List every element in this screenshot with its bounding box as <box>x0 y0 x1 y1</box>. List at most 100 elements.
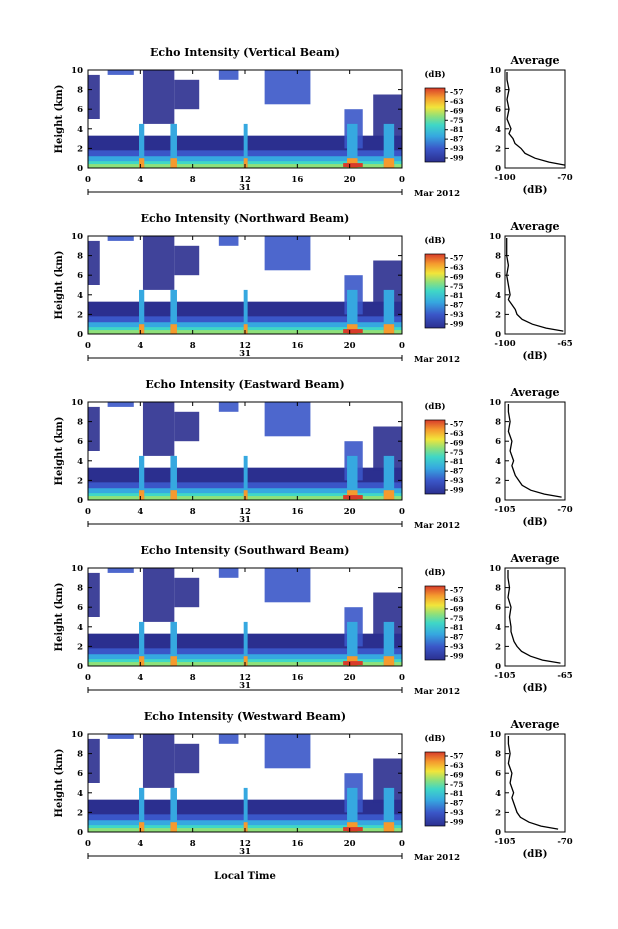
average-frame <box>504 401 566 501</box>
panel-title: Echo Intensity (Southward Beam) <box>141 544 350 557</box>
colorbar-tick-label: -75 <box>450 614 464 623</box>
echo-plume <box>139 787 145 832</box>
y-axis-label: Height (km) <box>54 749 65 818</box>
average-y-tick-label: 10 <box>489 232 501 242</box>
y-tick-label: 0 <box>77 828 83 838</box>
average-x-tick-label: -100 <box>494 173 515 183</box>
colorbar-tick-label: -81 <box>450 125 464 134</box>
average-y-tick-label: 8 <box>495 86 501 96</box>
x-tick-label: 20 <box>344 673 356 683</box>
x-tick-label: 4 <box>137 175 143 185</box>
average-y-tick-label: 4 <box>495 623 501 633</box>
x-tick-label: 0 <box>85 673 91 683</box>
average-y-tick-label: 0 <box>495 828 501 838</box>
average-y-tick-label: 10 <box>489 66 501 76</box>
heatmap-field <box>88 568 402 666</box>
panel-4: Echo Intensity (Southward Beam) 0 2 4 6 8 10 He… <box>54 544 573 697</box>
echo-plume <box>139 621 145 666</box>
y-tick-label: 10 <box>71 564 83 574</box>
average-y-tick-label: 0 <box>495 496 501 506</box>
day-label: 31 <box>239 183 251 193</box>
echo-patch <box>88 572 100 617</box>
colorbar-tick-label: -63 <box>450 761 464 770</box>
echo-plume <box>139 455 145 500</box>
date-label: Mar 2012 <box>414 189 460 199</box>
colorbar-tick-label: -93 <box>450 310 464 319</box>
echo-patch <box>264 734 311 769</box>
x-tick-label: 0 <box>399 175 405 185</box>
average-x-tick-label: -105 <box>494 671 515 681</box>
y-tick-label: 8 <box>77 584 83 594</box>
echo-patch <box>142 568 175 622</box>
echo-patch <box>264 402 311 437</box>
y-tick-label: 2 <box>77 310 83 320</box>
y-tick-label: 4 <box>77 291 83 301</box>
echo-patch <box>264 70 311 105</box>
heatmap-field <box>88 734 402 832</box>
echo-plume-core <box>170 490 177 500</box>
colorbar-tick-label: -75 <box>450 116 464 125</box>
x-tick-label: 20 <box>344 341 356 351</box>
colorbar-tick-label: -75 <box>450 448 464 457</box>
x-tick-label: 16 <box>291 839 303 849</box>
average-x-tick-label: -70 <box>557 505 572 515</box>
colorbar-tick-label: -81 <box>450 457 464 466</box>
echo-plume-core <box>170 158 177 168</box>
echo-plume-core <box>170 656 177 666</box>
echo-patch <box>142 402 175 456</box>
colorbar-tick-label: -93 <box>450 476 464 485</box>
y-tick-label: 6 <box>77 769 83 779</box>
colorbar-tick-label: -87 <box>450 135 464 144</box>
echo-patch <box>107 236 134 241</box>
x-tick-label: 0 <box>399 839 405 849</box>
echo-plume <box>383 289 395 334</box>
average-profile-line <box>507 404 562 498</box>
average-y-tick-label: 2 <box>495 642 501 652</box>
colorbar-tick-label: -75 <box>450 780 464 789</box>
average-y-tick-label: 10 <box>489 564 501 574</box>
date-label: Mar 2012 <box>414 521 460 531</box>
echo-plume-core <box>243 656 248 666</box>
echo-patch <box>107 402 134 407</box>
panel-3: Echo Intensity (Eastward Beam) 0 2 4 6 8 10 Hei… <box>54 378 573 531</box>
x-tick-label: 0 <box>399 673 405 683</box>
average-frame <box>504 235 566 335</box>
y-tick-label: 10 <box>71 66 83 76</box>
colorbar <box>424 253 446 329</box>
average-y-tick-label: 0 <box>495 164 501 174</box>
average-x-label: (dB) <box>523 849 548 860</box>
panel-title: Echo Intensity (Eastward Beam) <box>145 378 344 391</box>
average-title: Average <box>509 386 559 399</box>
x-tick-label: 0 <box>85 507 91 517</box>
colorbar <box>424 419 446 495</box>
x-tick-label: 12 <box>239 839 251 849</box>
colorbar-tick-label: -57 <box>450 88 464 97</box>
echo-patch <box>174 245 200 276</box>
colorbar-tick-label: -57 <box>450 586 464 595</box>
y-tick-label: 4 <box>77 457 83 467</box>
colorbar-tick-label: -69 <box>450 604 464 613</box>
y-tick-label: 4 <box>77 125 83 135</box>
x-tick-label: 0 <box>85 175 91 185</box>
echo-hot-spot <box>343 163 363 168</box>
average-y-tick-label: 2 <box>495 144 501 154</box>
colorbar-tick-label: -81 <box>450 291 464 300</box>
y-tick-label: 0 <box>77 662 83 672</box>
echo-hot-spot <box>343 495 363 500</box>
echo-plume <box>347 621 358 666</box>
echo-plume <box>347 787 358 832</box>
echo-patch <box>218 70 239 80</box>
echo-patch <box>218 236 239 246</box>
x-tick-label: 16 <box>291 341 303 351</box>
y-tick-label: 2 <box>77 144 83 154</box>
y-tick-label: 8 <box>77 252 83 262</box>
echo-patch <box>88 738 100 783</box>
average-y-tick-label: 4 <box>495 125 501 135</box>
x-tick-label: 4 <box>137 341 143 351</box>
average-y-tick-label: 8 <box>495 252 501 262</box>
x-tick-label: 12 <box>239 507 251 517</box>
echo-hot-spot <box>343 329 363 334</box>
average-frame <box>504 69 566 169</box>
average-title: Average <box>509 54 559 67</box>
